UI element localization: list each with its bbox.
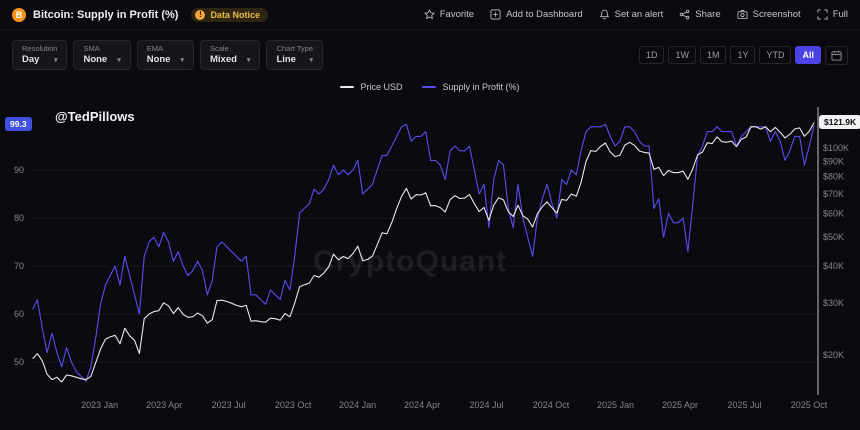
- x-axis-tick: 2023 Apr: [146, 400, 182, 410]
- action-label: Share: [695, 9, 721, 20]
- control-resolution[interactable]: Resolution Day ▾: [12, 40, 68, 70]
- star-icon: [423, 9, 435, 20]
- control-value: None: [146, 54, 171, 65]
- range-1w[interactable]: 1W: [668, 46, 696, 64]
- legend-swatch: [422, 86, 437, 88]
- control-value: Line: [276, 54, 296, 65]
- control-value: None: [83, 54, 108, 65]
- header: B Bitcoin: Supply in Profit (%) ! Data N…: [0, 0, 860, 30]
- x-axis-tick: 2024 Oct: [533, 400, 570, 410]
- range-1y[interactable]: 1Y: [730, 46, 756, 64]
- header-actions: Favorite Add to Dashboard Set an alert Shar…: [423, 9, 848, 20]
- range-1m[interactable]: 1M: [699, 46, 727, 64]
- legend-swatch: [340, 86, 355, 88]
- legend: Price USD Supply in Profit (%): [0, 80, 860, 94]
- x-axis-tick: 2025 Apr: [662, 400, 698, 410]
- x-axis-tick: 2025 Oct: [791, 400, 828, 410]
- add-to-dashboard-button[interactable]: Add to Dashboard: [490, 9, 583, 20]
- control-ema[interactable]: EMA None ▾: [136, 40, 194, 70]
- x-axis-tick: 2023 Oct: [275, 400, 312, 410]
- bitcoin-icon: B: [12, 7, 26, 22]
- control-label: SMA: [83, 44, 100, 53]
- action-label: Full: [832, 9, 848, 20]
- set-an-alert-button[interactable]: Set an alert: [599, 9, 664, 20]
- right-axis-tick: $90K: [823, 157, 844, 167]
- x-axis-tick: 2023 Jul: [212, 400, 246, 410]
- x-axis-tick: 2024 Apr: [404, 400, 440, 410]
- supply-in-profit-line: [32, 123, 815, 382]
- legend-label: Supply in Profit (%): [442, 82, 520, 92]
- control-chart-type[interactable]: Chart Type Line ▾: [266, 40, 323, 70]
- right-axis-tick: $40K: [823, 261, 844, 271]
- data-notice-badge[interactable]: ! Data Notice: [191, 7, 268, 22]
- control-label: Chart Type: [276, 44, 313, 53]
- chart-plot[interactable]: 50 60 70 80 90 $20K $30K $40K $50K $60K $70K $80K $9…: [0, 95, 860, 425]
- chart-controls: Resolution Day ▾ SMA None ▾ EMA None ▾ Scale Mixed…: [12, 40, 323, 70]
- full-button[interactable]: Full: [817, 9, 848, 20]
- plus-square-icon: [490, 9, 501, 20]
- action-label: Favorite: [439, 9, 475, 20]
- toolbar: Resolution Day ▾ SMA None ▾ EMA None ▾ Scale Mixed…: [12, 38, 848, 72]
- right-axis-tick: $60K: [823, 209, 844, 219]
- bell-icon: [599, 9, 609, 20]
- header-left: B Bitcoin: Supply in Profit (%) ! Data N…: [12, 7, 268, 22]
- calendar-button[interactable]: [825, 45, 848, 65]
- expand-icon: [817, 9, 828, 20]
- x-axis-tick: 2024 Jan: [339, 400, 376, 410]
- control-value: Mixed: [209, 54, 237, 65]
- left-axis-tick: 60: [14, 309, 24, 319]
- screenshot-button[interactable]: Screenshot: [737, 9, 801, 20]
- left-axis-tick: 90: [14, 165, 24, 175]
- control-label: Scale: [209, 44, 229, 53]
- chevron-down-icon: ▾: [309, 56, 313, 64]
- share-icon: [679, 9, 690, 20]
- range-all[interactable]: All: [795, 46, 821, 64]
- left-axis-tick: 80: [14, 213, 24, 223]
- right-axis-tick: $20K: [823, 350, 844, 360]
- x-axis-tick: 2024 Jul: [470, 400, 504, 410]
- chevron-down-icon: ▾: [246, 56, 251, 64]
- exclamation-icon: !: [195, 9, 206, 20]
- camera-icon: [737, 10, 748, 20]
- range-1d[interactable]: 1D: [638, 46, 665, 64]
- control-label: Resolution: [22, 44, 58, 53]
- x-axis-tick: 2025 Jan: [597, 400, 634, 410]
- chart-area: CryptoQuant @TedPillows 50 60 70 80 90 $20K $3…: [0, 95, 860, 425]
- price-usd-line: [32, 122, 815, 383]
- legend-label: Price USD: [360, 82, 403, 92]
- calendar-icon: [831, 50, 842, 60]
- page-title: Bitcoin: Supply in Profit (%): [33, 8, 179, 21]
- left-axis-tick: 70: [14, 261, 24, 271]
- right-axis-tick: $50K: [823, 232, 844, 242]
- legend-item[interactable]: Price USD: [340, 82, 402, 92]
- action-label: Add to Dashboard: [506, 9, 583, 20]
- control-sma[interactable]: SMA None ▾: [73, 40, 131, 70]
- right-axis-tick: $80K: [823, 172, 844, 182]
- action-label: Set an alert: [614, 9, 664, 20]
- chevron-down-icon: ▾: [53, 56, 58, 64]
- control-value: Day: [22, 54, 40, 65]
- right-axis-tick: $100K: [823, 143, 849, 153]
- data-notice-label: Data Notice: [210, 9, 260, 20]
- x-axis-tick: 2025 Jul: [727, 400, 761, 410]
- left-axis-tick: 50: [14, 357, 24, 367]
- right-axis-tick: $30K: [823, 298, 844, 308]
- chevron-down-icon: ▾: [117, 56, 121, 64]
- x-axis-tick: 2023 Jan: [81, 400, 118, 410]
- legend-item[interactable]: Supply in Profit (%): [422, 82, 520, 92]
- control-label: EMA: [146, 44, 163, 53]
- favorite-button[interactable]: Favorite: [423, 9, 475, 20]
- range-selector: 1D 1W 1M 1Y YTD All: [638, 45, 848, 65]
- right-axis-tick: $70K: [823, 189, 844, 199]
- action-label: Screenshot: [752, 9, 801, 20]
- share-button[interactable]: Share: [679, 9, 721, 20]
- control-scale[interactable]: Scale Mixed ▾: [199, 40, 261, 70]
- chevron-down-icon: ▾: [180, 56, 184, 64]
- range-ytd[interactable]: YTD: [759, 46, 792, 64]
